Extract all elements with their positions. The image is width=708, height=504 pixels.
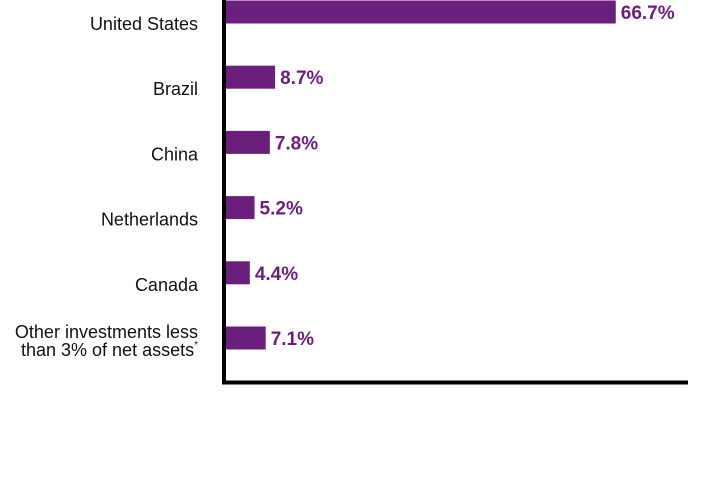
value-label-4: 4.4%	[255, 264, 298, 285]
bar-2	[224, 130, 270, 154]
bar-4	[224, 261, 250, 285]
category-label-3: Netherlands	[101, 210, 198, 230]
value-label-3: 5.2%	[260, 199, 303, 220]
bar-5	[224, 326, 266, 350]
labels-layer: 66.7% United States 8.7% Brazil 7.8% China 5.2…	[15, 3, 675, 360]
category-label-2: China	[151, 144, 199, 164]
category-label-5-line-0: Other investments less	[15, 322, 198, 342]
value-label-1: 8.7%	[280, 68, 323, 89]
footnote-marker: *	[194, 340, 198, 351]
bar-3	[224, 196, 255, 220]
bars-layer	[224, 0, 616, 350]
axes-layer	[222, 0, 688, 385]
bar-0	[224, 0, 616, 24]
value-label-0: 66.7%	[621, 3, 675, 24]
category-label-4: Canada	[135, 275, 199, 295]
value-label-2: 7.8%	[275, 133, 318, 154]
bar-1	[224, 65, 276, 89]
category-label-1: Brazil	[153, 79, 198, 99]
value-label-5: 7.1%	[271, 329, 314, 350]
category-label-5-line-1: than 3% of net assets*	[21, 340, 198, 360]
category-label-0: United States	[90, 14, 198, 34]
